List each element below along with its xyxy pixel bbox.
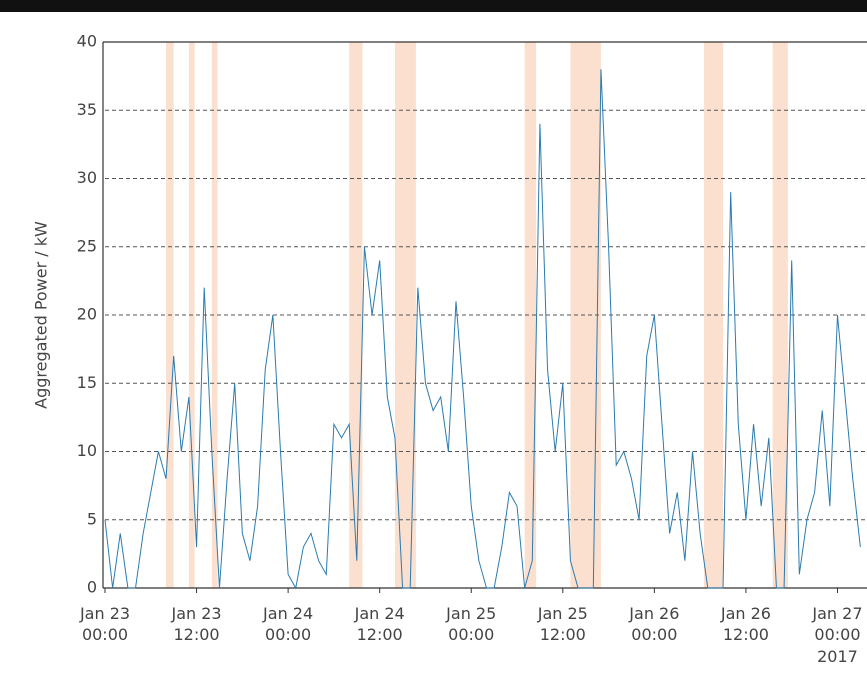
highlight-span [703, 42, 724, 588]
x-year-label: 2017 [817, 647, 858, 666]
y-tick-label: 0 [87, 578, 97, 597]
y-tick-label: 5 [87, 509, 97, 528]
x-tick-label: Jan 26 12:00 [720, 604, 771, 644]
x-tick-label: Jan 25 00:00 [446, 604, 497, 644]
x-tick-label: Jan 26 00:00 [629, 604, 680, 644]
y-tick-label: 30 [77, 168, 97, 187]
highlight-span [524, 42, 537, 588]
x-tick-label: Jan 23 00:00 [79, 604, 131, 644]
y-tick-label: 40 [77, 32, 97, 51]
x-tick-label: Jan 23 12:00 [171, 604, 222, 644]
y-axis-label: Aggregated Power / kW [32, 221, 51, 409]
y-tick-label: 15 [77, 373, 97, 392]
y-tick-label: 20 [77, 305, 97, 324]
y-tick-label: 25 [77, 236, 97, 255]
x-tick-label: Jan 24 12:00 [354, 604, 405, 644]
y-tick-label: 10 [77, 441, 97, 460]
highlight-span [211, 42, 218, 588]
x-tick-label: Jan 24 00:00 [263, 604, 314, 644]
top-bar [0, 0, 867, 12]
x-tick-label: Jan 27 00:00 [812, 604, 863, 644]
x-tick-label: Jan 25 12:00 [537, 604, 588, 644]
data-line [104, 69, 861, 590]
y-tick-label: 35 [77, 100, 97, 119]
